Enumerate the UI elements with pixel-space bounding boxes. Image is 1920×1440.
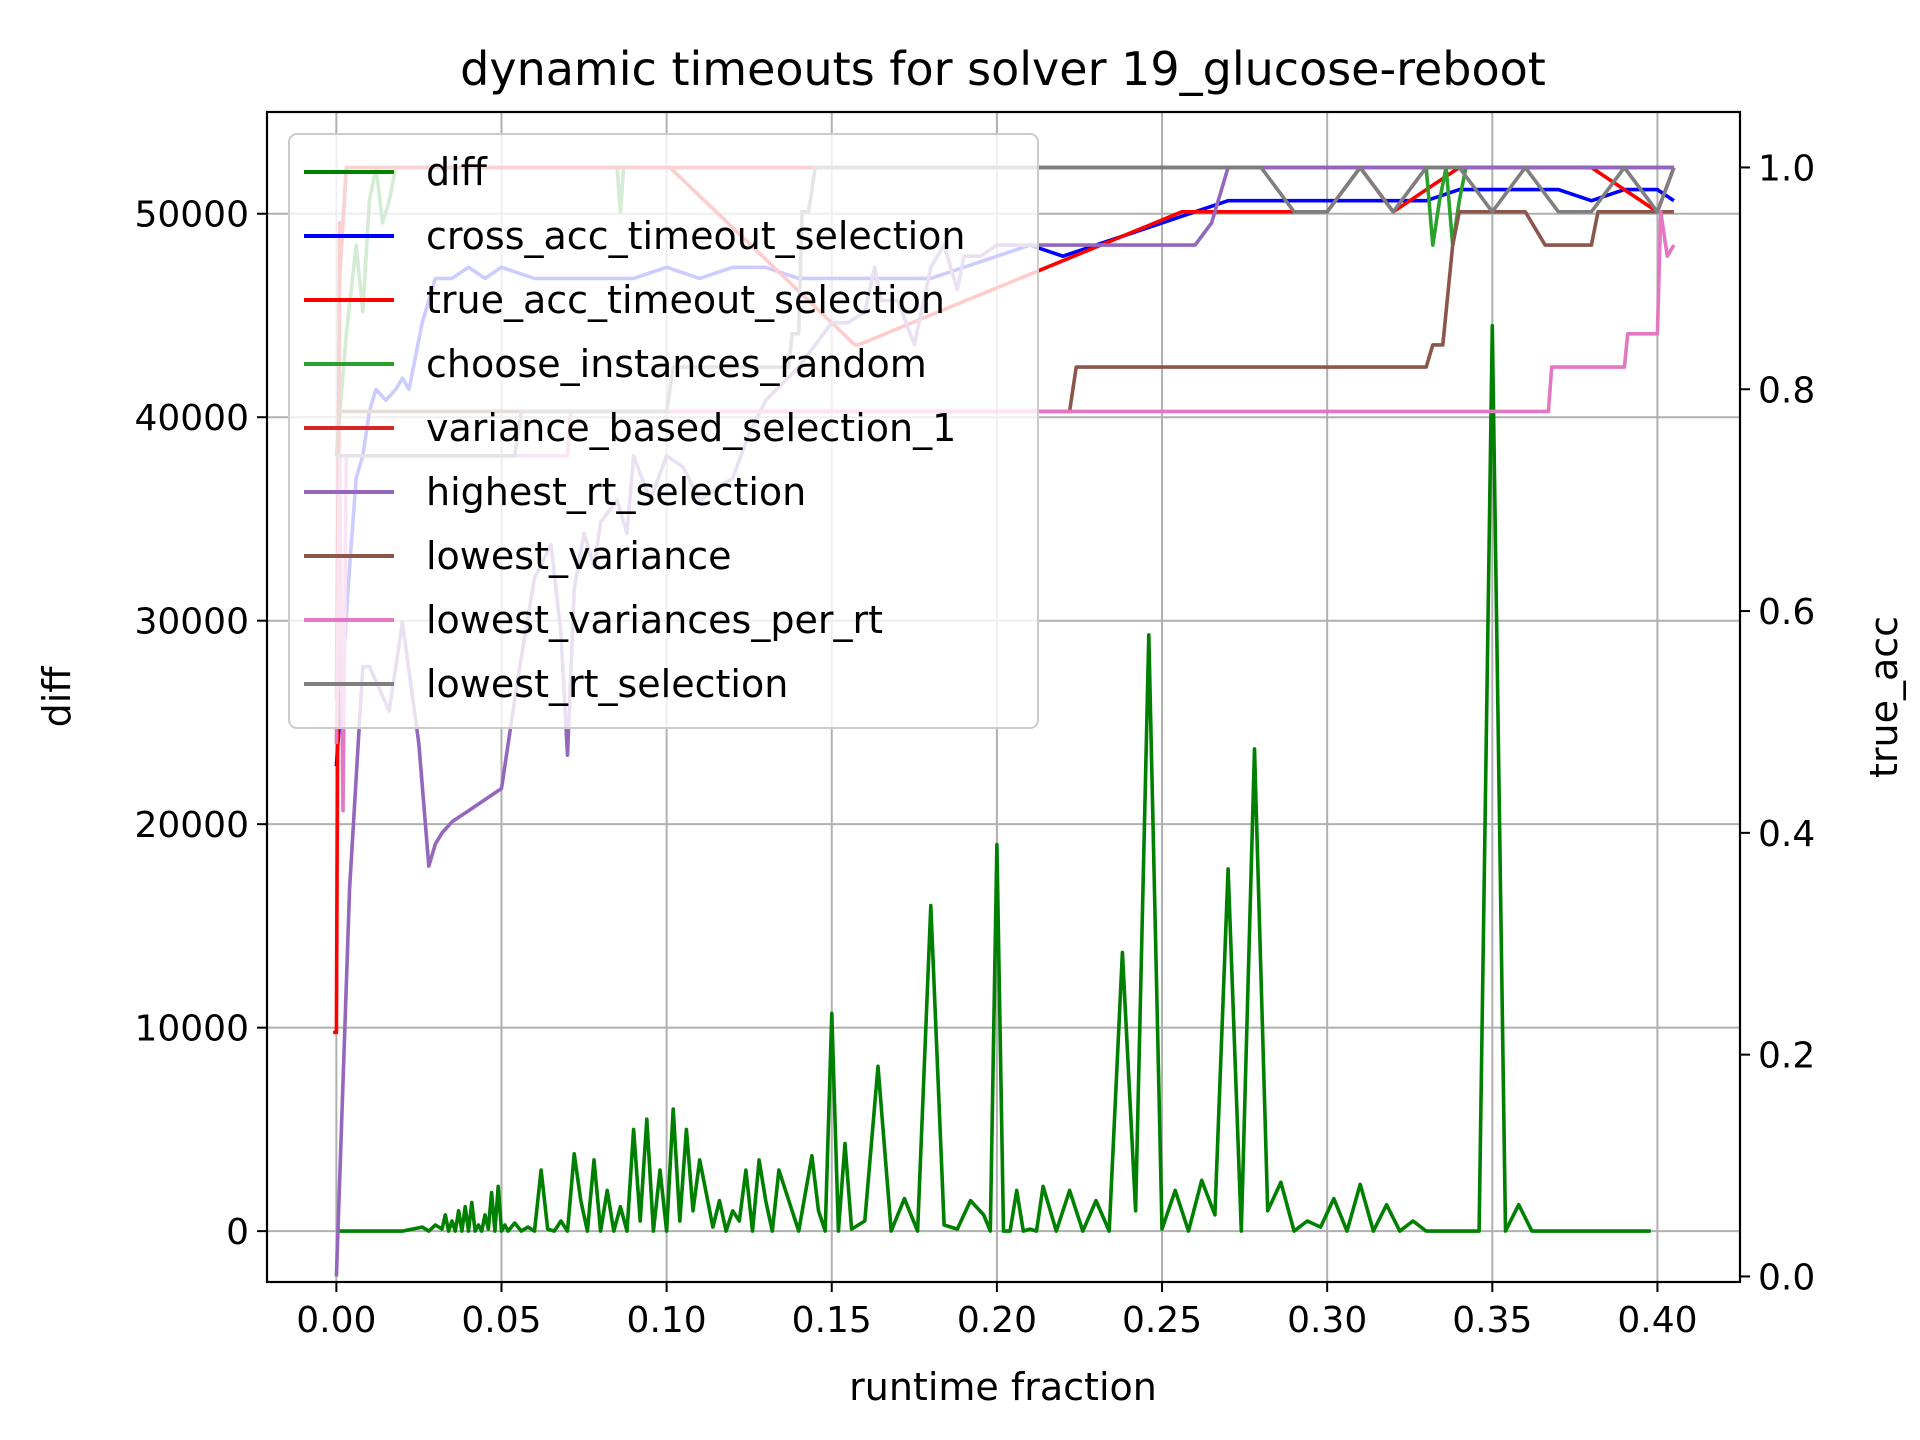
series-line-lowest_variances_per_rt: [334, 210, 1676, 813]
axes: 0.00 0.05 0.10 0.15 0.20 0.25 0.30 0.35 0.40 0 100…: [134, 110, 1815, 1341]
y-tick-label: 0: [226, 1212, 249, 1253]
series-line-diff: [336, 323, 1651, 1233]
legend-label: highest_rt_selection: [426, 470, 806, 514]
x-tick-label: 0.00: [296, 1300, 376, 1341]
y-tick-label: 40000: [134, 398, 249, 439]
plot-frame: [265, 110, 1742, 1284]
y2-axis-label: true_acc: [1862, 616, 1906, 778]
x-tick-label: 0.10: [627, 1300, 707, 1341]
legend-label: lowest_variances_per_rt: [426, 598, 883, 642]
y2-tick-label: 0.2: [1758, 1036, 1815, 1077]
series-line-lowest_variance: [336, 210, 1674, 414]
legend-label: lowest_variance: [426, 534, 732, 578]
y2-tick-label: 0.0: [1758, 1257, 1815, 1298]
y-tick-label: 50000: [134, 195, 249, 236]
legend-label: cross_acc_timeout_selection: [426, 214, 965, 258]
legend-box: [288, 133, 1039, 729]
y-tick-label: 30000: [134, 602, 249, 643]
x-tick-label: 0.15: [792, 1300, 872, 1341]
y2-tick-label: 1.0: [1758, 148, 1815, 189]
x-tick-label: 0.30: [1287, 1300, 1367, 1341]
y2-tick-label: 0.4: [1758, 814, 1815, 855]
x-axis-label: runtime fraction: [849, 1365, 1157, 1409]
legend: diff cross_acc_timeout_selection true_acc_…: [288, 133, 1039, 729]
x-tick-label: 0.40: [1617, 1300, 1697, 1341]
y-tick-label: 10000: [134, 1009, 249, 1050]
chart-title: dynamic timeouts for solver 19_glucose-r…: [460, 42, 1546, 96]
y2-tick-label: 0.6: [1758, 592, 1815, 633]
legend-label: choose_instances_random: [426, 342, 927, 386]
x-tick-label: 0.35: [1452, 1300, 1532, 1341]
y2-tick-label: 0.8: [1758, 370, 1815, 411]
x-tick-label: 0.20: [957, 1300, 1037, 1341]
legend-label: variance_based_selection_1: [426, 406, 956, 450]
legend-label: true_acc_timeout_selection: [426, 278, 945, 322]
y-axis-label: diff: [35, 666, 79, 728]
x-tick-label: 0.05: [461, 1300, 541, 1341]
legend-label: lowest_rt_selection: [426, 662, 788, 706]
x-tick-label: 0.25: [1122, 1300, 1202, 1341]
legend-label: diff: [426, 150, 488, 194]
y-tick-label: 20000: [134, 805, 249, 846]
